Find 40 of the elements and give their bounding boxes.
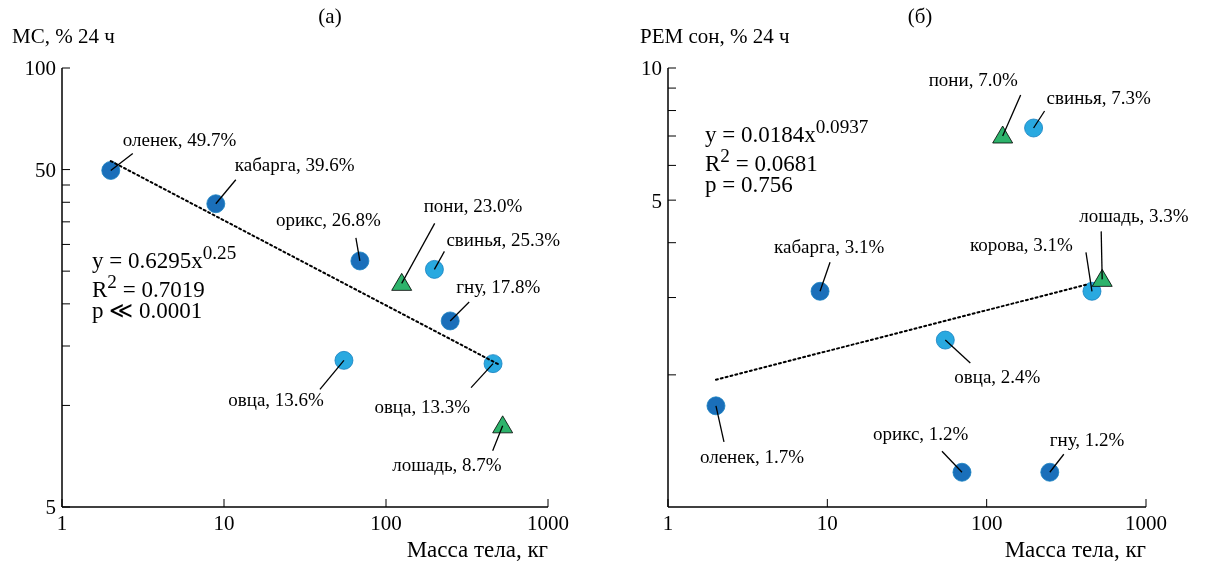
annotation: свинья, 7.3% — [1046, 87, 1151, 108]
annotation: пони, 23.0% — [423, 195, 523, 217]
annotation: орикс, 26.8% — [275, 208, 382, 230]
annotation: овца, 2.4% — [954, 366, 1041, 388]
y-axis-title: МС, % 24 ч — [12, 24, 115, 49]
annotation: кабарга, 3.1% — [774, 236, 885, 258]
annotation: свинья, 25.3% — [446, 229, 561, 251]
annotation: p = 0.756 — [705, 171, 793, 199]
chart-title: (б) — [907, 4, 933, 28]
y-tick-label: 5 — [651, 188, 662, 213]
y-tick-label: 50 — [35, 158, 56, 183]
x-tick-label: 1 — [662, 510, 674, 535]
annotation: y = 0.6295x$^{0.25}$ — [92, 241, 237, 275]
annotation: пони, 7.0% — [928, 69, 1018, 90]
x-tick-label: 100 — [370, 510, 402, 535]
x-tick-label: 1000 — [1125, 510, 1167, 535]
y-tick-label: 5 — [45, 495, 56, 520]
annotation: овца, 13.6% — [228, 389, 325, 411]
x-axis-title: Масса тела, кг — [1004, 537, 1146, 563]
x-axis-title: Масса тела, кг — [406, 537, 548, 563]
chart-title: (а) — [318, 4, 342, 28]
annotation: оленек, 49.7% — [122, 129, 237, 151]
annotation: лошадь, 8.7% — [392, 453, 502, 475]
x-tick-label: 10 — [816, 510, 838, 535]
x-tick-label: 100 — [970, 510, 1003, 535]
annotation: лошадь, 3.3% — [1079, 205, 1189, 227]
x-tick-label: 1000 — [527, 510, 569, 535]
x-tick-label: 10 — [213, 510, 235, 535]
annotation: оленек, 1.7% — [699, 445, 805, 467]
y-tick-label: 100 — [24, 56, 56, 81]
x-tick-label: 1 — [56, 510, 68, 535]
annotation: p ≪ 0.0001 — [92, 297, 203, 325]
annotation: y = 0.0184x$^{0.0937}$ — [705, 115, 869, 149]
annotation: гну, 1.2% — [1049, 429, 1125, 451]
annotation: гну, 17.8% — [456, 275, 541, 297]
annotation: овца, 13.3% — [374, 395, 471, 417]
annotation: кабарга, 39.6% — [234, 153, 355, 175]
annotation: орикс, 1.2% — [872, 423, 969, 445]
annotation: корова, 3.1% — [969, 234, 1074, 256]
y-axis-title: РЕМ сон, % 24 ч — [640, 24, 790, 49]
